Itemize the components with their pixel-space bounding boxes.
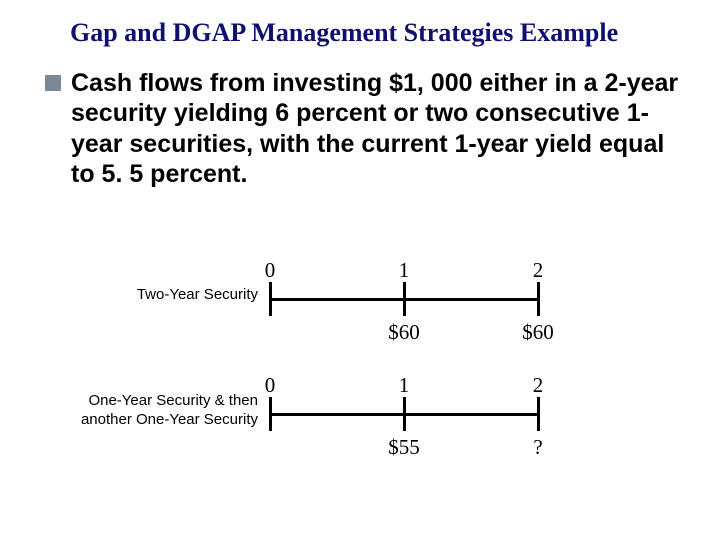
square-bullet-icon xyxy=(45,75,61,91)
timeline-2-tickmark-1 xyxy=(403,397,406,431)
bullet-item: Cash flows from investing $1, 000 either… xyxy=(45,68,680,190)
timeline-2-label: One-Year Security & then another One-Yea… xyxy=(68,392,258,430)
timeline-1-tick-2: 2 xyxy=(533,258,544,283)
timeline-1-tick-1: 1 xyxy=(399,258,410,283)
timeline-1-label: Two-Year Security xyxy=(98,286,258,305)
timeline-1-value-2: $60 xyxy=(522,320,554,345)
timeline-1-tickmark-1 xyxy=(403,282,406,316)
timeline-2-tick-2: 2 xyxy=(533,373,544,398)
timeline-2-tick-1: 1 xyxy=(399,373,410,398)
timeline-2-value-2: ? xyxy=(533,435,542,460)
timeline-1-tick-0: 0 xyxy=(265,258,276,283)
timeline-2-tick-0: 0 xyxy=(265,373,276,398)
timeline-2-tickmark-2 xyxy=(537,397,540,431)
timeline-1-value-1: $60 xyxy=(388,320,420,345)
timeline-1-tickmark-2 xyxy=(537,282,540,316)
bullet-text: Cash flows from investing $1, 000 either… xyxy=(71,68,680,190)
timeline-2-tickmark-0 xyxy=(269,397,272,431)
timeline-1-tickmark-0 xyxy=(269,282,272,316)
slide-title: Gap and DGAP Management Strategies Examp… xyxy=(70,18,680,48)
timeline-2-value-1: $55 xyxy=(388,435,420,460)
cashflow-diagram: Two-Year Security 0 1 2 $60 $60 One-Year… xyxy=(108,258,588,518)
